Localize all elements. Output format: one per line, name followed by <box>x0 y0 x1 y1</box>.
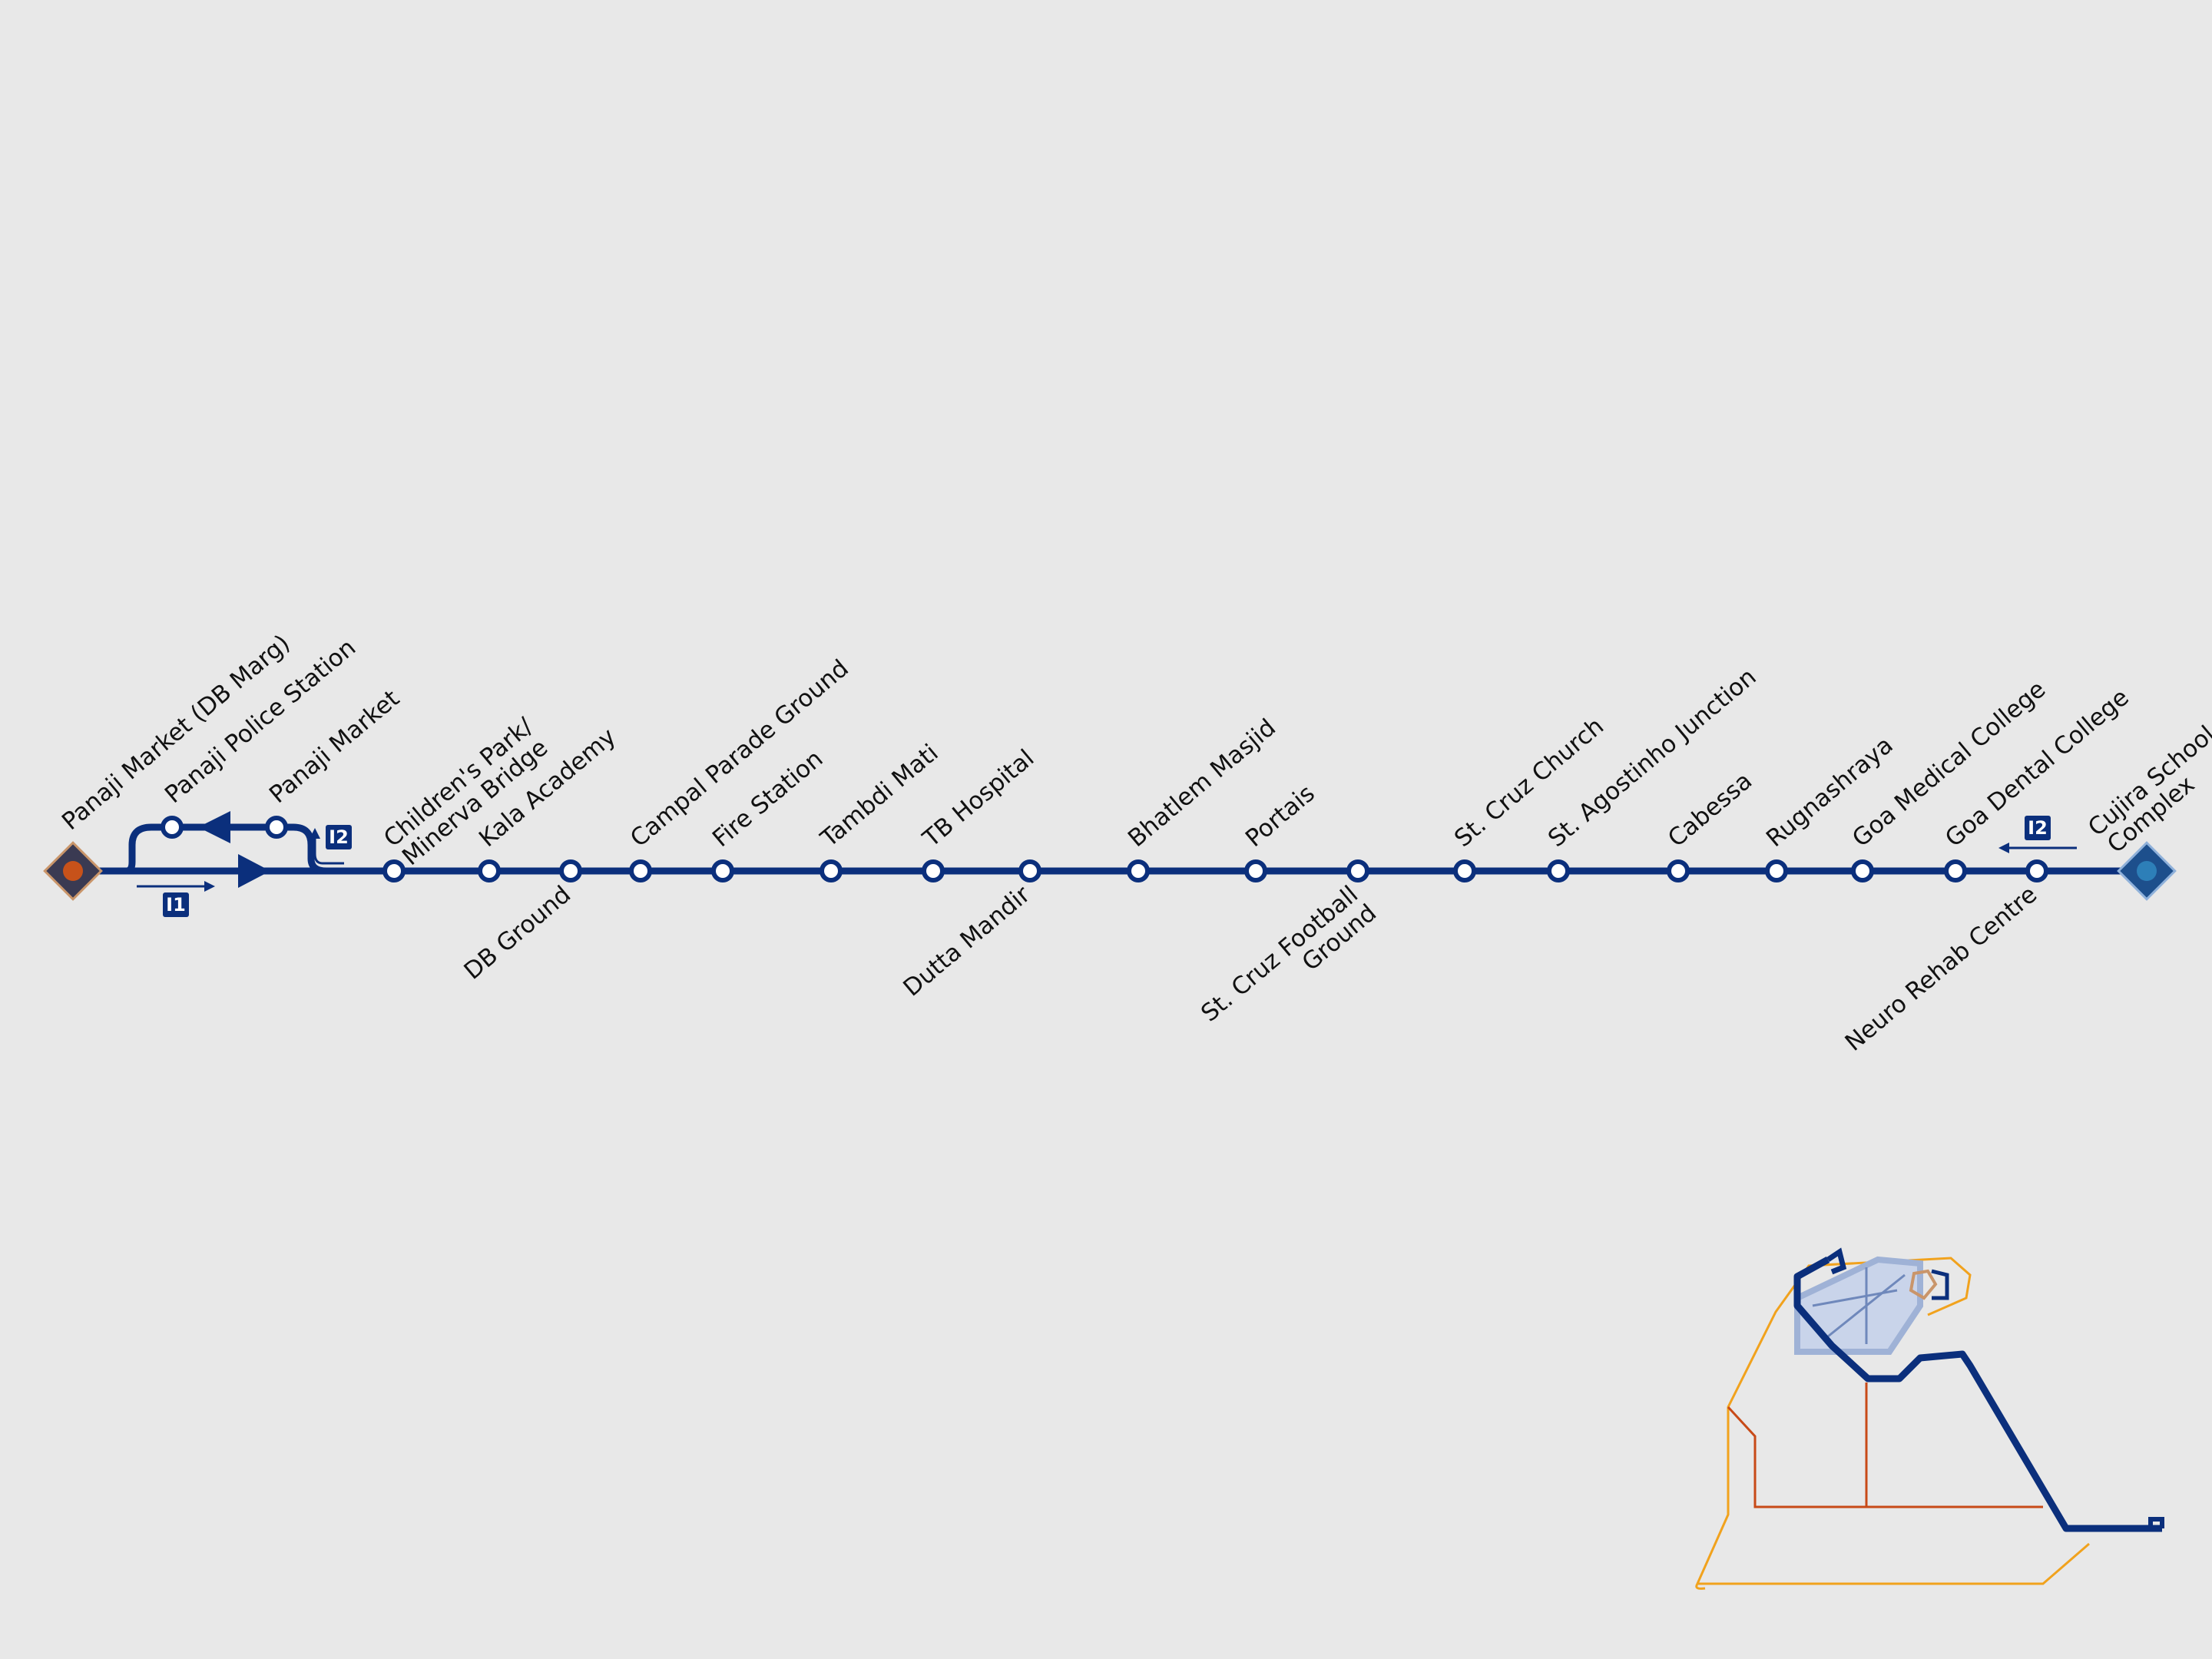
station-marker[interactable] <box>820 859 843 882</box>
station[interactable]: Neuro Rehab Centre <box>1840 859 2048 1057</box>
station-marker[interactable] <box>382 859 406 882</box>
station-marker[interactable] <box>1667 859 1690 882</box>
station-marker[interactable] <box>1127 859 1150 882</box>
station[interactable]: Tambdi Mati <box>815 739 944 882</box>
station[interactable]: Dutta Mandir <box>898 859 1041 1002</box>
station[interactable]: Goa Dental College <box>1940 684 2134 882</box>
station-label: DB Ground <box>459 881 577 985</box>
terminal-dot <box>63 861 83 881</box>
tag-label: I2 <box>2028 817 2048 839</box>
station-label: Neuro Rehab Centre <box>1840 881 2043 1057</box>
trunk-arrow-icon <box>238 854 270 888</box>
tag-label: I2 <box>329 826 349 848</box>
station[interactable]: Bhatlem Masjid <box>1123 714 1281 882</box>
station-marker[interactable] <box>559 859 582 882</box>
direction-arrow-icon <box>204 881 215 892</box>
terminal-west[interactable]: Panaji Market (DB Marg) <box>43 629 296 901</box>
station-label: Cabessa <box>1663 767 1757 853</box>
direction-arrow-icon <box>310 828 320 839</box>
station-label: Dutta Mandir <box>898 880 1035 1002</box>
station-marker[interactable] <box>478 859 501 882</box>
direction-arrow-icon <box>1998 843 2009 853</box>
station-marker[interactable] <box>1018 859 1041 882</box>
station-label: Portais <box>1240 780 1320 853</box>
route-network-minimap-icon <box>1695 1247 2164 1590</box>
direction-tag-i2-east: I2 <box>1998 816 2077 853</box>
loop-stations: Panaji Police Station Panaji Market <box>160 634 405 839</box>
station-marker[interactable] <box>1851 859 1874 882</box>
station-marker[interactable] <box>2025 859 2048 882</box>
station-marker[interactable] <box>161 816 184 839</box>
station-marker[interactable] <box>1346 859 1369 882</box>
station-marker[interactable] <box>265 816 288 839</box>
station-marker[interactable] <box>1944 859 1967 882</box>
station-marker[interactable] <box>1547 859 1570 882</box>
station-marker[interactable] <box>1453 859 1476 882</box>
tag-label: I1 <box>166 894 186 916</box>
station-marker[interactable] <box>629 859 652 882</box>
station[interactable]: St. Agostinho Junction <box>1543 663 1762 882</box>
station-marker[interactable] <box>922 859 945 882</box>
direction-tag-i1: I1 <box>137 881 215 917</box>
station[interactable]: Portais <box>1240 780 1320 882</box>
station-marker[interactable] <box>1244 859 1267 882</box>
loop-arrow-icon <box>198 811 230 843</box>
station[interactable]: DB Ground <box>459 859 582 985</box>
station-marker[interactable] <box>711 859 734 882</box>
direction-tag-i2-loop: I2 <box>310 825 352 865</box>
terminal-dot <box>2137 861 2157 881</box>
station-marker[interactable] <box>1765 859 1788 882</box>
station[interactable]: Cabessa <box>1663 767 1757 882</box>
terminal-loop <box>126 811 327 888</box>
